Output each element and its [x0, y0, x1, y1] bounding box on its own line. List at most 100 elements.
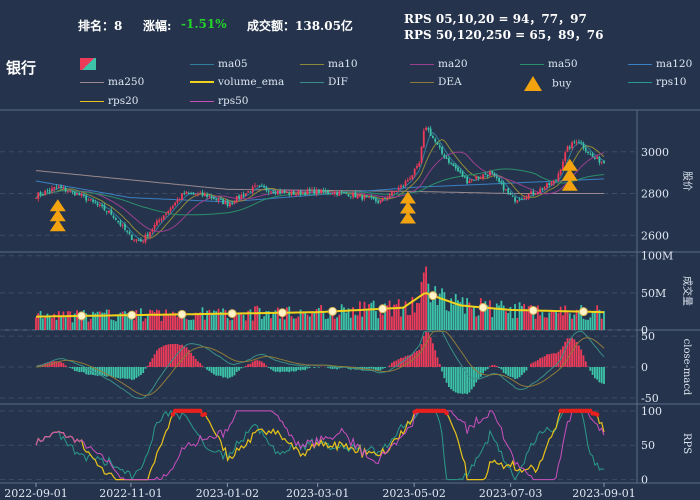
candle-body: [192, 192, 195, 195]
macd-bar: [76, 367, 78, 372]
candle-body: [274, 191, 277, 194]
ma250-line: [35, 170, 604, 194]
volume-bar: [94, 313, 97, 330]
volume-bar: [174, 312, 177, 330]
macd-bar: [518, 367, 521, 378]
macd-bar: [571, 337, 573, 367]
candle-body: [39, 192, 42, 195]
volume-bar: [153, 312, 156, 330]
candle-body: [432, 135, 434, 139]
chart-title: 银行: [6, 59, 37, 77]
macd-bar: [470, 367, 473, 390]
volume-bar: [315, 309, 318, 330]
volume-bar: [516, 317, 519, 330]
volume-bar: [231, 319, 234, 330]
macd-bar: [425, 331, 427, 367]
candle-body: [457, 167, 459, 172]
legend-label: ma20: [438, 58, 468, 70]
macd-bar: [413, 352, 416, 367]
candle-body: [550, 182, 553, 185]
macd-bar: [534, 361, 537, 367]
macd-bar: [552, 353, 555, 367]
legend-swatch: [190, 81, 214, 83]
macd-bar: [505, 367, 507, 375]
candle-body: [270, 191, 272, 193]
macd-bar: [550, 353, 553, 367]
volume-bar: [155, 309, 158, 330]
buy-marker: [561, 168, 578, 181]
macd-bar: [190, 352, 193, 367]
macd-bar: [381, 367, 384, 369]
rps-highlight-dot: [198, 408, 203, 414]
volume-bar: [438, 293, 441, 330]
volume-bar: [85, 313, 88, 330]
macd-bar: [105, 367, 108, 377]
candle-body: [546, 183, 548, 188]
macd-bar: [468, 367, 471, 393]
volume-bar: [176, 317, 179, 330]
macd-bar: [511, 367, 514, 378]
macd-bar: [436, 357, 439, 367]
candle-body: [130, 234, 133, 240]
candle-body: [304, 192, 307, 195]
macd-bar: [486, 367, 489, 370]
candle-body: [199, 192, 202, 194]
legend-label: rps20: [108, 95, 139, 107]
candle-body: [422, 130, 425, 148]
volume-bar: [406, 315, 409, 330]
macd-bar: [210, 367, 213, 373]
macd-bar: [187, 349, 190, 367]
candle-body: [505, 189, 507, 191]
legend-item-rps50: rps50: [190, 95, 249, 107]
candle-body: [470, 179, 473, 181]
volume-bar: [39, 310, 42, 330]
volume-bar: [224, 310, 227, 330]
macd-bar: [53, 361, 56, 367]
candle-body: [206, 194, 208, 197]
candle-body: [386, 197, 389, 199]
volume-bar: [429, 302, 432, 330]
candle-body: [495, 176, 498, 179]
volume-bar: [108, 309, 110, 330]
candle-body: [400, 185, 402, 188]
volume-bar: [345, 312, 348, 330]
candle-body: [564, 152, 567, 161]
volume-bar: [466, 298, 469, 330]
candle-body: [596, 157, 599, 159]
candle-body: [238, 195, 240, 199]
volume-bar: [130, 317, 133, 330]
candle-body: [306, 190, 309, 195]
macd-bar: [174, 343, 177, 367]
legend-item-volume_ema: volume_ema: [190, 76, 284, 88]
candle-body: [557, 173, 560, 181]
macd-bar: [146, 365, 149, 367]
volume-bar: [327, 318, 329, 330]
candle-body: [87, 199, 90, 201]
volume-bar: [365, 310, 368, 330]
volume-bar: [192, 319, 195, 330]
macd-bar: [520, 367, 523, 376]
macd-bar: [603, 367, 605, 384]
candle-body: [89, 199, 92, 201]
volume-bar: [374, 310, 377, 330]
candle-body: [600, 161, 603, 163]
macd-bar: [276, 367, 279, 372]
volume-bar: [493, 308, 496, 330]
candle-body: [140, 239, 142, 242]
candle-body: [317, 189, 320, 194]
macd-bar: [541, 357, 544, 367]
macd-bar: [390, 362, 393, 367]
rps-highlight-dot: [202, 411, 208, 417]
candle-body: [473, 179, 475, 181]
macd-bar: [62, 363, 65, 367]
candle-body: [582, 143, 585, 149]
candle-body: [313, 189, 316, 195]
macd-bar: [495, 366, 498, 367]
macd-bar: [489, 366, 491, 367]
candle-body: [466, 176, 469, 184]
volume-bar: [251, 320, 254, 330]
volume-bar: [532, 311, 535, 330]
candle-body: [484, 173, 487, 175]
change-value: -1.51%: [181, 17, 227, 31]
volume-bar: [194, 312, 197, 330]
